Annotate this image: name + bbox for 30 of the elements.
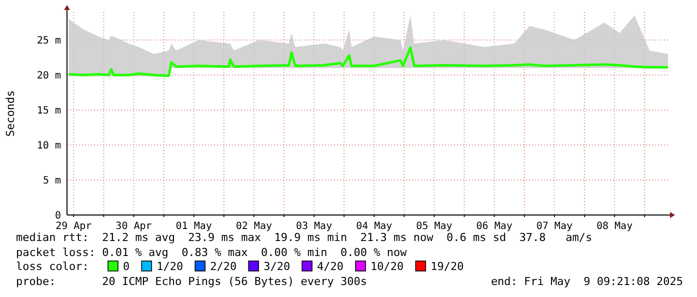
x-tick-label: 07 May	[536, 221, 572, 232]
legend-label: 0	[123, 260, 130, 273]
y-tick-label: 15 m	[36, 106, 61, 116]
x-tick-label: 30 Apr	[116, 221, 152, 232]
line-series	[67, 46, 670, 77]
y-tick-label: 5 m	[42, 176, 61, 186]
x-tick-label: 04 May	[356, 221, 392, 232]
legend-label: 1/20	[156, 260, 184, 273]
legend-label: 10/20	[370, 260, 404, 273]
x-tick-label: 29 Apr	[56, 221, 92, 232]
x-tick-label: 02 May	[236, 221, 272, 232]
x-tick-label: 03 May	[296, 221, 332, 232]
text: median rtt: 21.2 ms avg 23.9 ms max 19.9 ms min 21.3 ms now 0.6 ms sd 37.8 am/s	[16, 231, 592, 244]
x-tick-label: 08 May	[596, 221, 633, 232]
y-tick-label: 0	[54, 210, 61, 222]
y-tick-label: 10 m	[36, 140, 61, 152]
x-tick-label: 06 May	[476, 221, 512, 232]
x-tick-label: 05 May	[416, 221, 452, 232]
legend-label: 3/20	[264, 260, 290, 273]
legend-label: 4/20	[317, 260, 344, 273]
y-tick-label: 25 m	[36, 36, 61, 46]
legend-label: 2/20	[210, 260, 237, 273]
text: probe: 20 ICMP Echo Pings (56 Bytes) every 300s	[16, 275, 367, 288]
text: packet loss: 0.01 % avg 0.83 % max 0.00 % min 0.00 % now	[16, 246, 408, 259]
legend-label: 19/20	[430, 260, 464, 273]
y-axis-title: Seconds	[4, 90, 17, 137]
x-tick-label: 01 May	[176, 221, 212, 232]
y-tick-label: 20 m	[36, 70, 61, 82]
text: end: Fri May 9 09:21:08 2025	[490, 275, 683, 288]
legend-title: loss color:	[16, 260, 89, 273]
